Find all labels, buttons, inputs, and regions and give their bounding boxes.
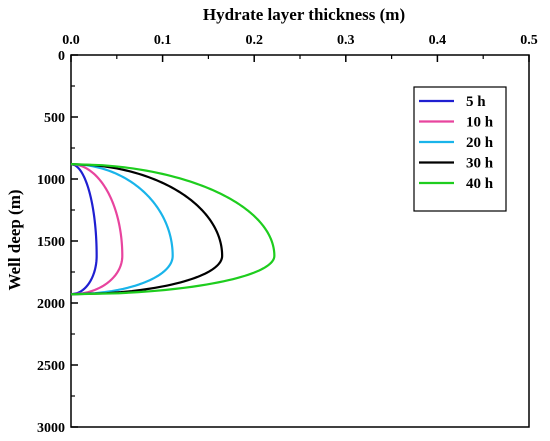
y-tick-label: 1500 bbox=[37, 235, 65, 250]
y-tick-label: 2000 bbox=[37, 297, 65, 312]
legend-label: 20 h bbox=[466, 135, 494, 151]
legend-label: 10 h bbox=[466, 115, 494, 131]
y-tick-label: 500 bbox=[44, 111, 65, 126]
series-line-20h bbox=[70, 163, 174, 296]
y-tick-label: 2500 bbox=[37, 359, 65, 374]
legend-box bbox=[413, 86, 507, 212]
x-axis-title: Hydrate layer thickness (m) bbox=[203, 5, 405, 24]
x-tick-label: 0.4 bbox=[429, 33, 447, 48]
series-lines bbox=[70, 163, 276, 296]
x-tick-label: 0.3 bbox=[337, 33, 355, 48]
y-tick-label: 1000 bbox=[37, 173, 65, 188]
x-tick-label: 0.0 bbox=[62, 33, 80, 48]
series-line-30h bbox=[70, 163, 224, 296]
legend-label: 40 h bbox=[466, 176, 494, 192]
y-axis-title: Well deep (m) bbox=[5, 189, 24, 290]
legend: 5 h 10 h 20 h 30 h 40 h bbox=[413, 86, 507, 212]
series-line-40h bbox=[70, 163, 276, 296]
axes: 0.0 0.1 0.2 0.3 0.4 0.5 0 500 1000 1500 2000 2500 30… bbox=[37, 33, 538, 436]
x-tick-label: 0.2 bbox=[245, 33, 263, 48]
series-line-5h bbox=[70, 163, 98, 296]
y-tick-label: 0 bbox=[58, 49, 65, 64]
x-tick-label: 0.5 bbox=[520, 33, 538, 48]
series-line-10h bbox=[70, 163, 124, 296]
legend-label: 30 h bbox=[466, 156, 494, 172]
x-tick-label: 0.1 bbox=[154, 33, 172, 48]
y-tick-label: 3000 bbox=[37, 421, 65, 436]
legend-label: 5 h bbox=[466, 94, 486, 110]
